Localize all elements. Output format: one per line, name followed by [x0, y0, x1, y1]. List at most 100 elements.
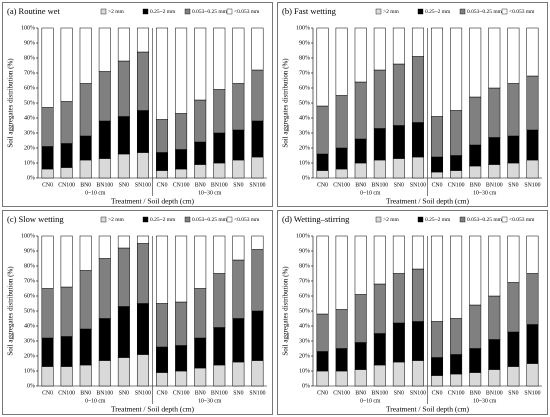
- bar-segment: [60, 235, 73, 288]
- bar-segment: [392, 361, 405, 387]
- bar-segment: [488, 295, 501, 340]
- bar-segment: [316, 235, 329, 315]
- bar-segment: [79, 159, 92, 179]
- bar-segment: [354, 162, 367, 179]
- bar-segment: [354, 235, 367, 295]
- y-tick-label: 10%: [24, 160, 35, 166]
- bar-segment: [98, 360, 111, 387]
- legend-label: 0.053~0.25 mm: [467, 9, 503, 15]
- x-tick-label: SN0: [508, 390, 518, 396]
- x-tick-label: BN100: [96, 390, 113, 396]
- bar-segment: [60, 101, 73, 144]
- bar-segment: [213, 162, 226, 179]
- bar-segment: [232, 27, 245, 84]
- bar-segment: [488, 87, 501, 138]
- bar-segment: [194, 27, 207, 101]
- bar-segment: [98, 158, 111, 179]
- bar-segment: [354, 294, 367, 343]
- bar-segment: [251, 156, 264, 179]
- bar-segment: [354, 342, 367, 370]
- bar-segment: [450, 373, 463, 387]
- bar-segment: [136, 27, 149, 53]
- panel-title: (c) Slow wetting: [7, 214, 64, 224]
- y-tick-label: 40%: [299, 115, 310, 121]
- bar-segment: [136, 235, 149, 244]
- y-tick-label: 30%: [24, 338, 35, 344]
- x-tick-label: BN0: [195, 182, 206, 188]
- legend-label: <0.053 mm: [509, 9, 535, 15]
- x-tick-label: BN100: [211, 390, 228, 396]
- legend-swatch: [501, 8, 508, 15]
- panel-title: (b) Fast wetting: [282, 6, 337, 16]
- bar-segment: [335, 95, 348, 149]
- bar-segment: [41, 27, 54, 108]
- bar-segment: [251, 69, 264, 122]
- bar-segment: [316, 370, 329, 387]
- y-tick-label: 100%: [296, 233, 310, 239]
- bar-segment: [175, 345, 188, 372]
- bar-segment: [232, 361, 245, 387]
- bar-segment: [41, 235, 54, 289]
- bar-segment: [469, 27, 482, 98]
- legend-label: >2 mm: [108, 217, 125, 223]
- panel: (d) Wetting–stirring 0% 10% 20% 30% 40% 50% 60%…: [277, 210, 548, 415]
- x-tick-label: SN0: [119, 390, 129, 396]
- bar-segment: [354, 369, 367, 387]
- x-tick-label: CN0: [317, 182, 328, 188]
- bar-segment: [41, 168, 54, 179]
- bar-segment: [431, 321, 444, 358]
- bar-segment: [156, 152, 169, 171]
- bar-segment: [392, 27, 405, 65]
- bar-segment: [335, 147, 348, 170]
- x-tick-label: CN100: [58, 182, 75, 188]
- bar-segment: [450, 354, 463, 375]
- x-axis-label: Treatment / Soil depth (cm): [386, 197, 470, 206]
- y-tick-label: 20%: [24, 145, 35, 151]
- panel: (b) Fast wetting 0% 10% 20% 30% 40% 50% 60% 70% 8…: [277, 2, 548, 207]
- bar-segment: [213, 235, 226, 274]
- bar-segment: [232, 129, 245, 161]
- bar-segment: [175, 113, 188, 150]
- y-axis-label: Soil aggregates distribution (%): [7, 58, 15, 148]
- bar-segment: [469, 372, 482, 387]
- bar-segment: [392, 273, 405, 324]
- bar-segment: [335, 27, 348, 96]
- bar-segment: [469, 235, 482, 306]
- bar-segment: [251, 310, 264, 361]
- y-tick-label: 90%: [299, 40, 310, 46]
- bar-segment: [117, 235, 130, 249]
- bar-segment: [41, 337, 54, 367]
- bar-segment: [98, 27, 111, 72]
- bar-segment: [232, 235, 245, 261]
- bar-segment: [411, 156, 424, 179]
- y-tick-label: 60%: [24, 293, 35, 299]
- bar-segment: [431, 116, 444, 158]
- y-tick-label: 10%: [24, 368, 35, 374]
- bar-segment: [194, 235, 207, 289]
- y-tick-label: 80%: [299, 55, 310, 61]
- x-tick-label: CN100: [58, 390, 75, 396]
- bar-segment: [431, 235, 444, 322]
- bar-segment: [431, 156, 444, 173]
- bar-segment: [411, 268, 424, 322]
- bar-segment: [251, 235, 264, 250]
- y-tick-label: 50%: [299, 308, 310, 314]
- x-tick-label: BN0: [80, 182, 91, 188]
- y-axis-label: Soil aggregates distribution (%): [282, 266, 290, 356]
- bar-segment: [60, 286, 73, 337]
- bar-segment: [411, 360, 424, 387]
- panel: (a) Routine wet 0% 10% 20% 30% 40% 50% 60% 70% 80…: [2, 2, 273, 207]
- bar-segment: [117, 306, 130, 358]
- bar-segment: [136, 303, 149, 355]
- bar-segment: [213, 327, 226, 366]
- bar-segment: [469, 165, 482, 179]
- bar-segment: [450, 170, 463, 179]
- bar-segment: [373, 159, 386, 179]
- bar-segment: [450, 110, 463, 156]
- bar-segment: [488, 369, 501, 387]
- legend-label: 0.25~2 mm: [150, 9, 176, 15]
- bar-segment: [194, 164, 207, 179]
- group-label: 10~30 cm: [198, 398, 222, 404]
- legend-label: >2 mm: [383, 217, 400, 223]
- bar-segment: [488, 164, 501, 179]
